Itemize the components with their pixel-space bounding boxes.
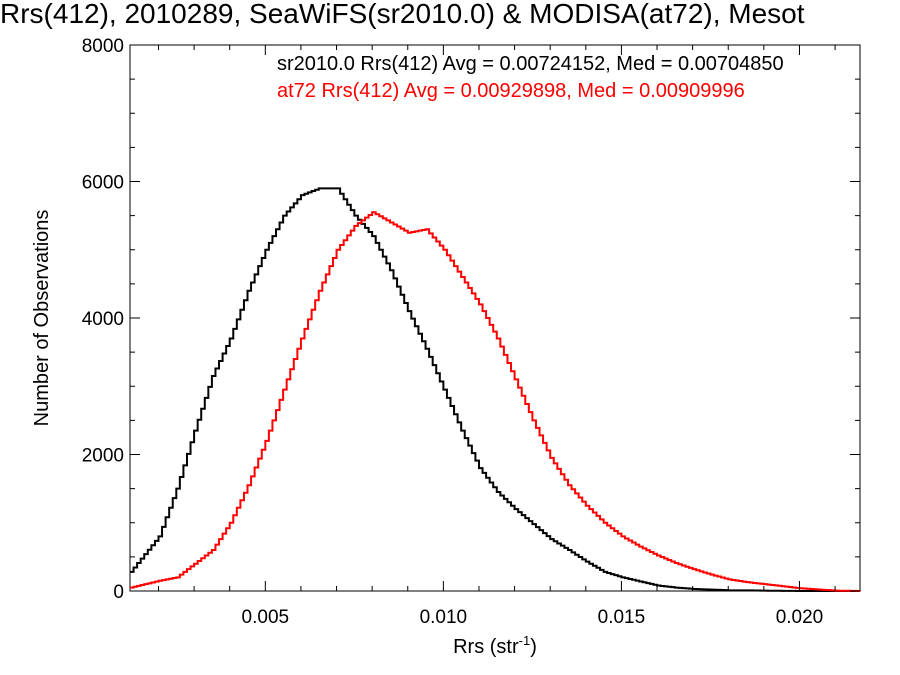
series-line-1 [130, 211, 861, 592]
y-tick-label: 2000 [82, 446, 124, 467]
y-tick-label: 4000 [82, 309, 124, 330]
x-tick-label: 0.015 [598, 607, 646, 628]
y-axis-label: Number of Observations [31, 210, 53, 427]
legend-entry: sr2010.0 Rrs(412) Avg = 0.00724152, Med … [277, 53, 784, 75]
y-tick-label: 0 [113, 582, 124, 603]
series-line-0 [130, 187, 860, 592]
x-tick-label: 0.010 [420, 607, 468, 628]
y-tick-label: 6000 [82, 173, 124, 194]
x-tick-label: 0.005 [242, 607, 290, 628]
x-tick-label: 0.020 [776, 607, 824, 628]
x-axis-label: Rrs (str-1) [453, 633, 537, 658]
legend-entry: at72 Rrs(412) Avg = 0.00929898, Med = 0.… [277, 80, 745, 102]
y-tick-label: 8000 [82, 36, 124, 57]
chart-title: Rrs(412), 2010289, SeaWiFS(sr2010.0) & M… [0, 0, 805, 29]
